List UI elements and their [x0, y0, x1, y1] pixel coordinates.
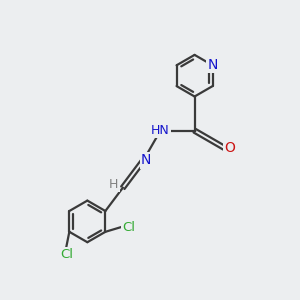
Text: O: O: [224, 141, 235, 155]
Text: N: N: [141, 153, 152, 167]
Text: Cl: Cl: [60, 248, 73, 262]
Text: N: N: [207, 58, 218, 72]
Text: Cl: Cl: [122, 221, 135, 234]
Text: H: H: [109, 178, 119, 191]
Text: HN: HN: [151, 124, 170, 137]
